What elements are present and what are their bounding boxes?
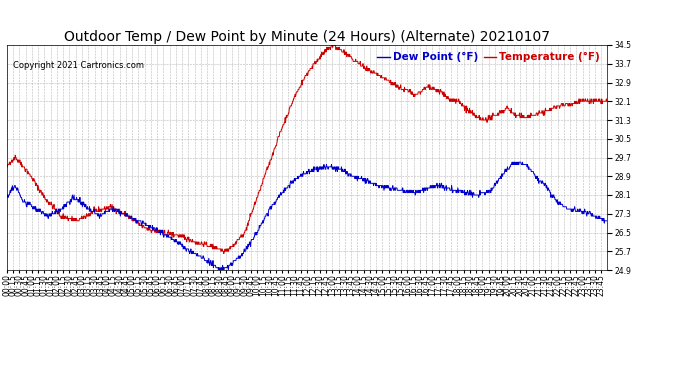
Legend: Dew Point (°F), Temperature (°F): Dew Point (°F), Temperature (°F)	[375, 50, 602, 64]
Text: Copyright 2021 Cartronics.com: Copyright 2021 Cartronics.com	[13, 61, 144, 70]
Title: Outdoor Temp / Dew Point by Minute (24 Hours) (Alternate) 20210107: Outdoor Temp / Dew Point by Minute (24 H…	[64, 30, 550, 44]
